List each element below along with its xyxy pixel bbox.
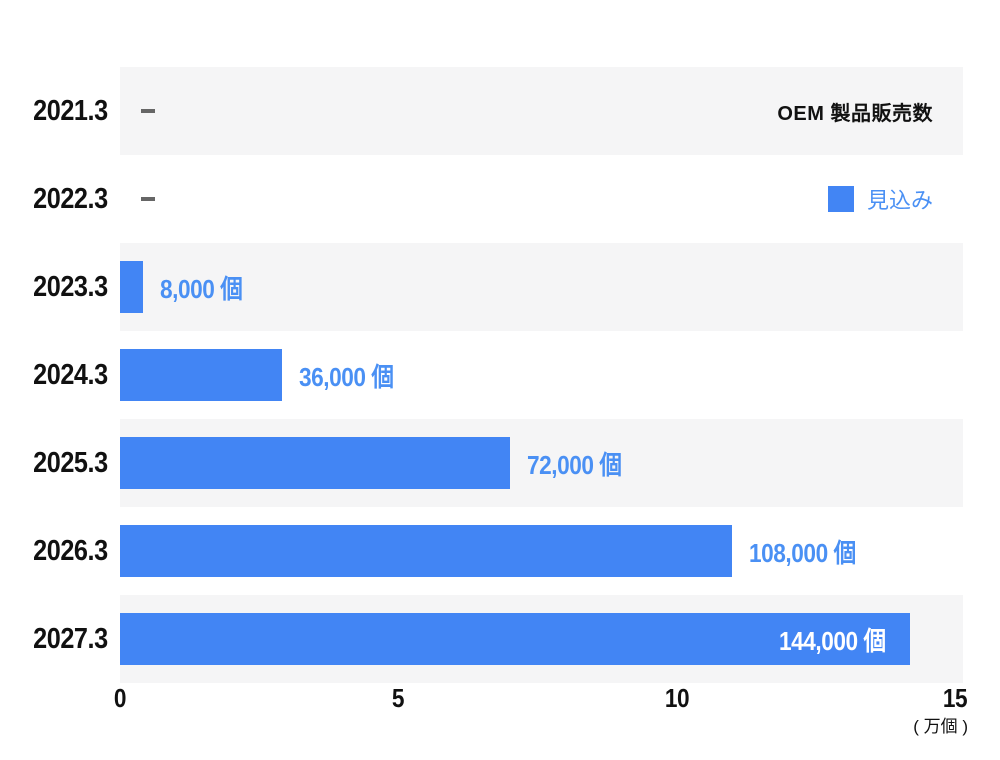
legend: 見込み: [827, 155, 933, 243]
value-text: 36,000 個: [298, 361, 394, 392]
chart-row: 2025.3 72,000 個: [0, 419, 1000, 507]
chart-row: 2026.3 108,000 個: [0, 507, 1000, 595]
year-text: 2026.3: [33, 534, 108, 567]
no-data-dash: [141, 197, 155, 201]
year-label: 2027.3: [0, 595, 108, 683]
year-label: 2025.3: [0, 419, 108, 507]
value-label: 36,000 個: [299, 331, 408, 419]
year-text: 2021.3: [33, 94, 108, 127]
x-tick: 15: [941, 683, 969, 714]
row-band: 8,000 個: [120, 243, 963, 331]
chart-row: 2022.3 見込み: [0, 155, 1000, 243]
bar: 144,000 個: [120, 613, 910, 665]
x-tick: 0: [113, 683, 127, 714]
value-text: 108,000 個: [749, 537, 856, 568]
year-label: 2024.3: [0, 331, 108, 419]
year-text: 2022.3: [33, 182, 108, 215]
x-tick-text: 5: [392, 683, 405, 713]
no-data-dash: [141, 109, 155, 113]
x-tick-text: 10: [664, 683, 690, 713]
year-label: 2021.3: [0, 67, 108, 155]
value-label: 144,000 個: [763, 626, 910, 656]
year-text: 2024.3: [33, 358, 108, 391]
x-tick: 10: [663, 683, 691, 714]
year-text: 2023.3: [33, 270, 108, 303]
year-label: 2023.3: [0, 243, 108, 331]
bar: [120, 437, 511, 489]
axis-unit-label: ( 万個 ): [913, 717, 968, 736]
value-label: 108,000 個: [749, 507, 872, 595]
row-band: 見込み: [120, 155, 963, 243]
x-tick-text: 0: [113, 683, 127, 713]
row-band: 36,000 個: [120, 331, 963, 419]
chart-row: 2024.3 36,000 個: [0, 331, 1000, 419]
value-label: 72,000 個: [527, 419, 636, 507]
year-text: 2027.3: [33, 622, 108, 655]
value-text: 144,000 個: [779, 625, 886, 656]
value-label: 8,000 個: [160, 243, 255, 331]
bar: [120, 525, 733, 577]
year-label: 2026.3: [0, 507, 108, 595]
year-text: 2025.3: [33, 446, 108, 479]
chart-row: 2023.3 8,000 個: [0, 243, 1000, 331]
x-tick: 5: [391, 683, 405, 714]
chart-title: OEM 製品販売数: [777, 102, 933, 125]
bar: [120, 349, 282, 401]
row-band: 108,000 個: [120, 507, 963, 595]
x-tick-text: 15: [942, 683, 968, 713]
chart-row: 2027.3 144,000 個: [0, 595, 1000, 683]
x-axis: 0 5 10 15: [114, 683, 968, 717]
chart-row: 2021.3 OEM 製品販売数: [0, 67, 1000, 155]
year-label: 2022.3: [0, 155, 108, 243]
row-band: 144,000 個: [120, 595, 963, 683]
row-band: OEM 製品販売数: [120, 67, 963, 155]
legend-swatch-icon: [827, 186, 854, 212]
legend-label: 見込み: [866, 188, 933, 213]
value-text: 8,000 個: [159, 273, 243, 304]
bar: [120, 261, 143, 313]
row-band: 72,000 個: [120, 419, 963, 507]
value-text: 72,000 個: [527, 449, 622, 480]
